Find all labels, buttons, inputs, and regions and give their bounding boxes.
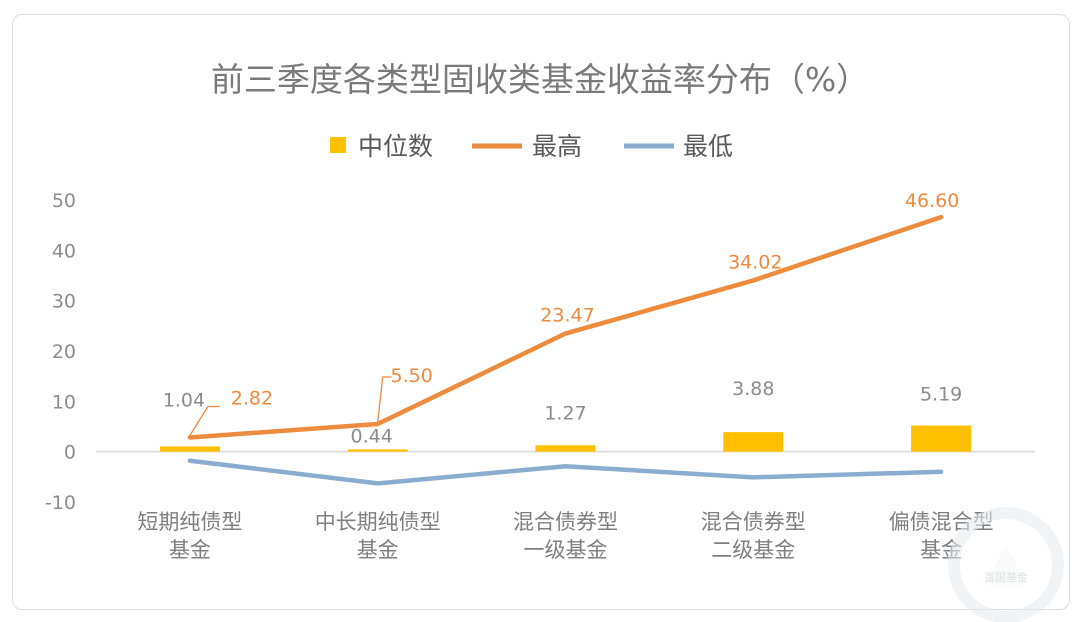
y-tick-label: 20 [52, 341, 76, 363]
x-category-label: 混合债券型 [701, 510, 806, 534]
fund-logo-shape [985, 545, 1027, 585]
y-tick-label: 50 [52, 190, 76, 212]
legend-label-high: 最高 [532, 132, 582, 161]
legend: 中位数 最高 最低 [330, 132, 733, 161]
series-point [375, 481, 380, 486]
median-bar [723, 432, 784, 452]
series-point [751, 475, 756, 480]
series-point [563, 464, 568, 469]
median-data-label: 5.19 [920, 384, 962, 406]
y-axis: 50 40 30 20 10 0 -10 [45, 190, 76, 514]
series-point [187, 458, 192, 463]
series-point [939, 215, 944, 220]
legend-swatch-median [330, 137, 346, 153]
high-data-label: 46.60 [905, 190, 959, 212]
median-bar [159, 446, 220, 452]
median-bar [535, 445, 596, 452]
series-line [187, 458, 944, 486]
y-tick-label: -10 [45, 492, 76, 514]
chart-title: 前三季度各类型固收类基金收益率分布（%） [211, 60, 869, 99]
x-category-label: 基金 [169, 538, 211, 562]
y-tick-label: 0 [64, 442, 76, 464]
median-data-label: 1.04 [163, 389, 205, 411]
x-category-label: 一级基金 [524, 538, 608, 562]
median-data-label: 0.44 [351, 425, 393, 447]
label-leader-line [377, 376, 392, 423]
high-series [187, 214, 944, 440]
median-bars [159, 425, 972, 452]
y-tick-label: 10 [52, 391, 76, 413]
fund-logo-icon [948, 507, 1064, 622]
median-bar [347, 449, 408, 452]
label-leader-line [189, 405, 220, 436]
median-data-label: 1.27 [544, 402, 586, 424]
legend-label-low: 最低 [683, 132, 733, 161]
median-bar [911, 425, 972, 452]
high-data-label: 5.50 [391, 365, 433, 387]
watermark: 富国基金 [948, 507, 1064, 622]
watermark-text: 富国基金 [984, 570, 1028, 584]
legend-label-median: 中位数 [358, 132, 433, 161]
series-point [939, 469, 944, 474]
median-data-label: 3.88 [732, 378, 774, 400]
high-data-label: 34.02 [728, 251, 782, 273]
chart-frame [12, 14, 1070, 610]
x-category-label: 基金 [357, 538, 399, 562]
high-data-label: 2.82 [231, 387, 273, 409]
y-tick-label: 40 [52, 240, 76, 262]
y-tick-label: 30 [52, 291, 76, 313]
x-category-label: 短期纯债型 [137, 510, 242, 534]
x-category-label: 混合债券型 [513, 510, 618, 534]
x-category-label: 中长期纯债型 [315, 510, 441, 534]
high-data-label: 23.47 [540, 305, 594, 327]
series-point [751, 278, 756, 283]
x-category-label: 二级基金 [711, 538, 795, 562]
series-point [375, 421, 380, 426]
series-point [563, 331, 568, 336]
data-labels: 1.04 0.44 1.27 3.88 5.19 2.82 5.50 23.47 34.02 46… [163, 190, 963, 447]
series-point [187, 435, 192, 440]
low-series [187, 458, 944, 486]
